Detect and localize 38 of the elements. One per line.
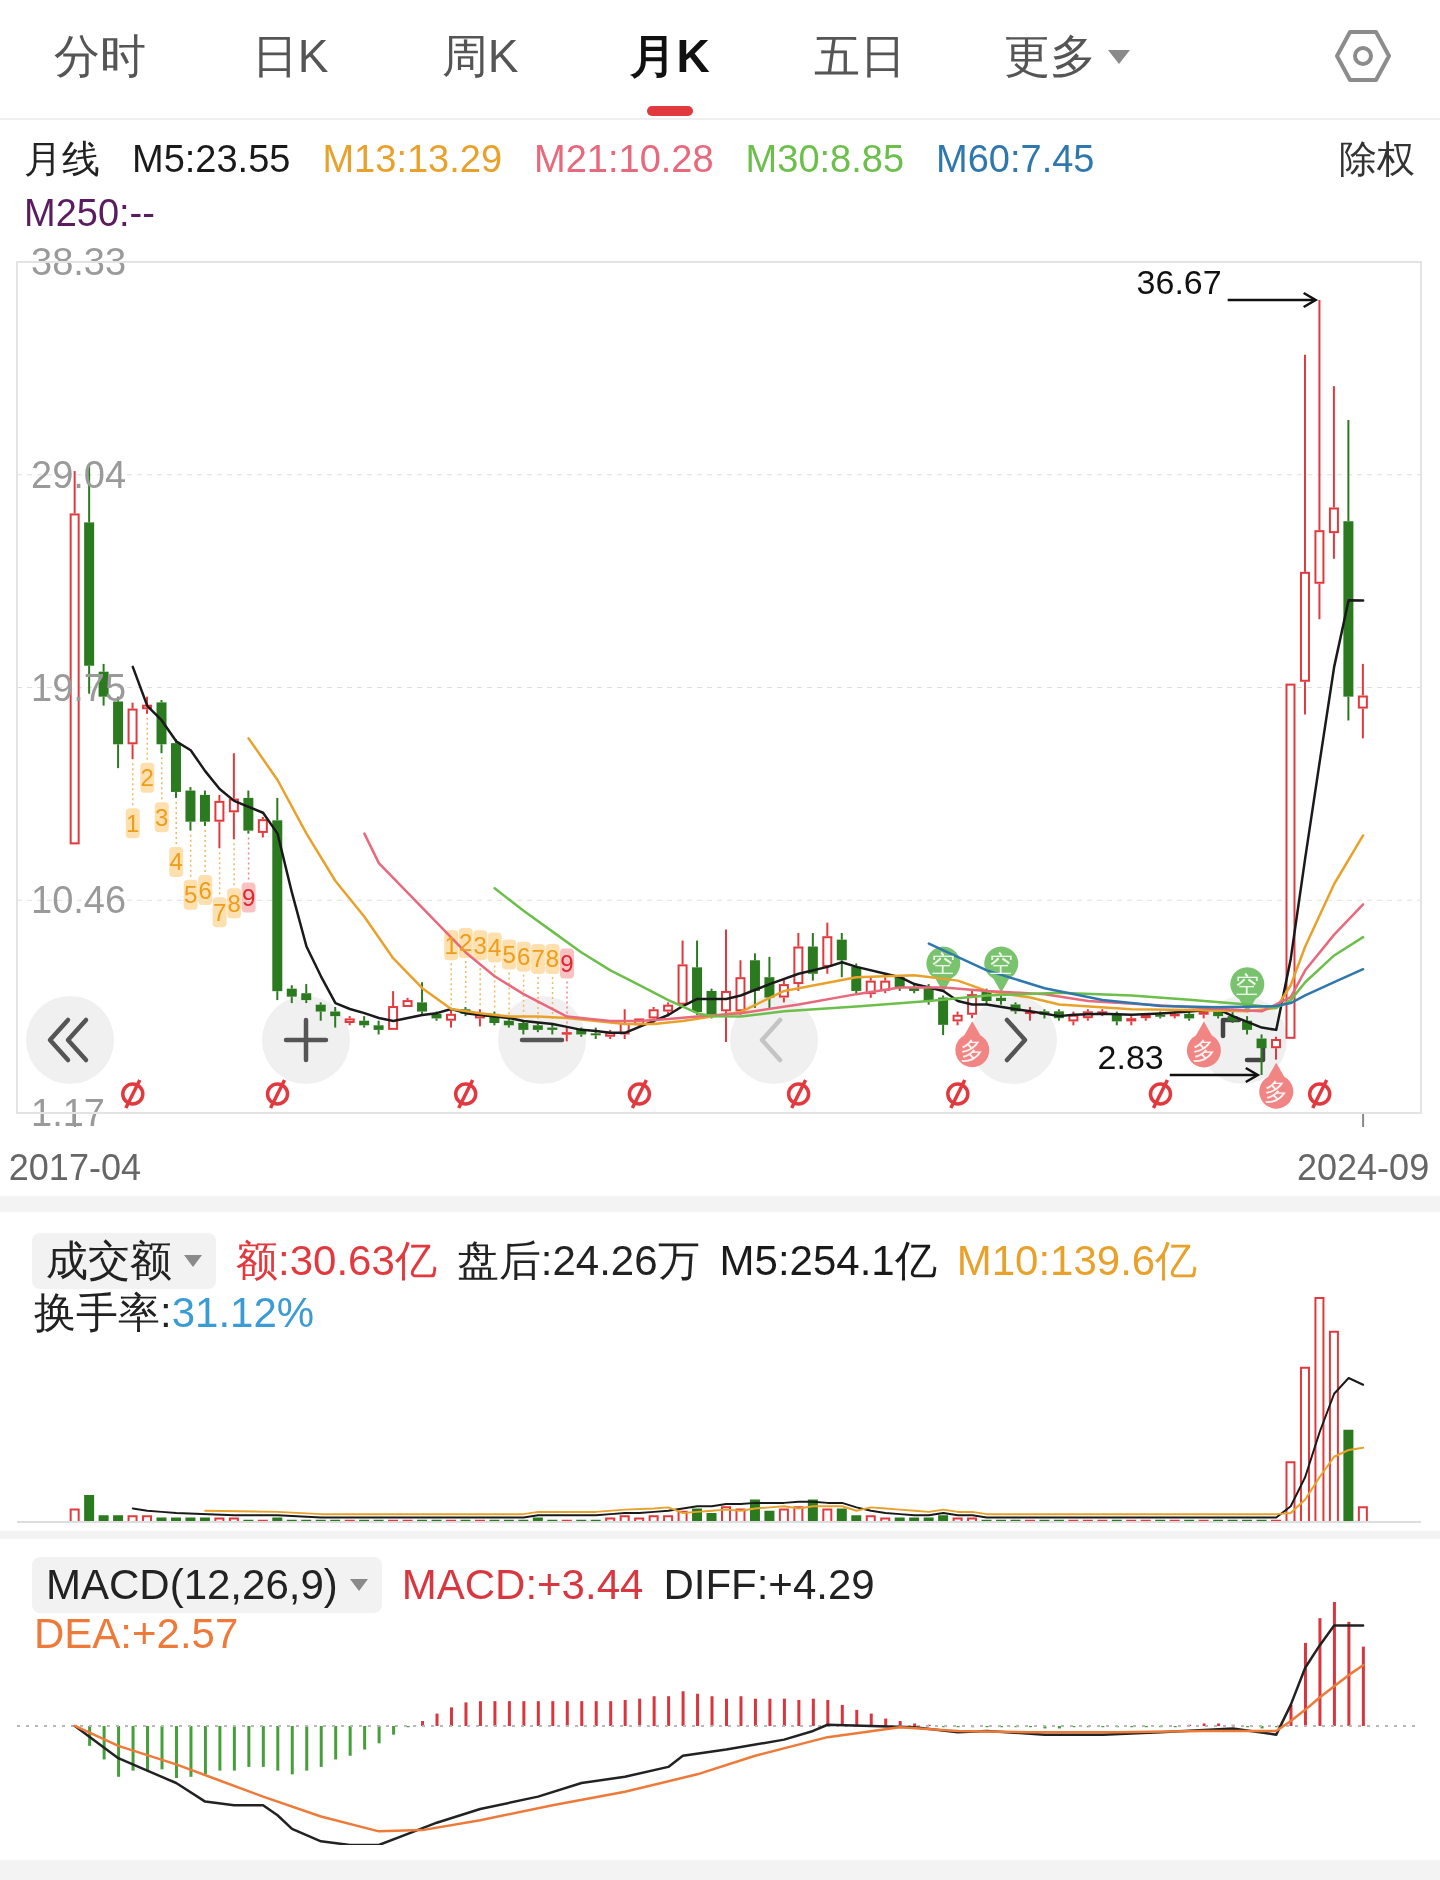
text: 周K bbox=[441, 30, 519, 82]
y-tick-label: 1.17 bbox=[31, 1092, 105, 1134]
text: DIFF:+4.29 bbox=[663, 1561, 875, 1608]
annotation: 多 bbox=[1264, 1078, 1289, 1106]
annotation: 多 bbox=[960, 1036, 985, 1064]
text: 日K bbox=[251, 30, 329, 82]
text: M21:10.28 bbox=[534, 138, 714, 180]
text: 盘后:24.26万 bbox=[456, 1237, 700, 1284]
text: MACD:+3.44 bbox=[401, 1561, 644, 1608]
dropdown-box: MACD(12,26,9) bbox=[32, 1557, 382, 1613]
text: M10:139.6亿 bbox=[956, 1237, 1198, 1284]
annotation: 36.67 bbox=[1136, 263, 1222, 302]
text: 五日 bbox=[814, 30, 906, 82]
annotation: 空 bbox=[931, 950, 956, 978]
chart-title: 成交额 bbox=[46, 1237, 172, 1284]
text: 分时 bbox=[54, 30, 146, 82]
text: M5:254.1亿 bbox=[719, 1237, 937, 1284]
text: 除权 bbox=[1339, 138, 1415, 180]
legend-label: M250:-- bbox=[24, 192, 155, 234]
annotation: 多 bbox=[1191, 1036, 1216, 1064]
x-tick-label: 2017-04 bbox=[8, 1146, 141, 1188]
annotation: 换手率:31.12% bbox=[34, 1289, 315, 1336]
text: 月K bbox=[630, 30, 710, 82]
chart-title: 月线 bbox=[24, 138, 100, 180]
annotation: 2.83 bbox=[1097, 1037, 1164, 1076]
y-tick-label: 10.46 bbox=[31, 879, 127, 922]
chart-title: MACD(12,26,9) bbox=[46, 1561, 338, 1608]
series-label: DEA:+2.57 bbox=[34, 1610, 239, 1657]
annotation: 空 bbox=[989, 950, 1014, 978]
text: M13:13.29 bbox=[322, 138, 503, 180]
text: 更多 bbox=[1004, 30, 1096, 82]
text: 额:30.63亿 bbox=[236, 1237, 437, 1284]
dropdown-box: 成交额 bbox=[32, 1233, 216, 1289]
text: M5:23.55 bbox=[132, 138, 291, 180]
x-tick-label: 2024-09 bbox=[1297, 1146, 1430, 1188]
text: M60:7.45 bbox=[936, 138, 1095, 180]
text: M30:8.85 bbox=[745, 138, 905, 180]
annotation: 空 bbox=[1235, 970, 1260, 998]
